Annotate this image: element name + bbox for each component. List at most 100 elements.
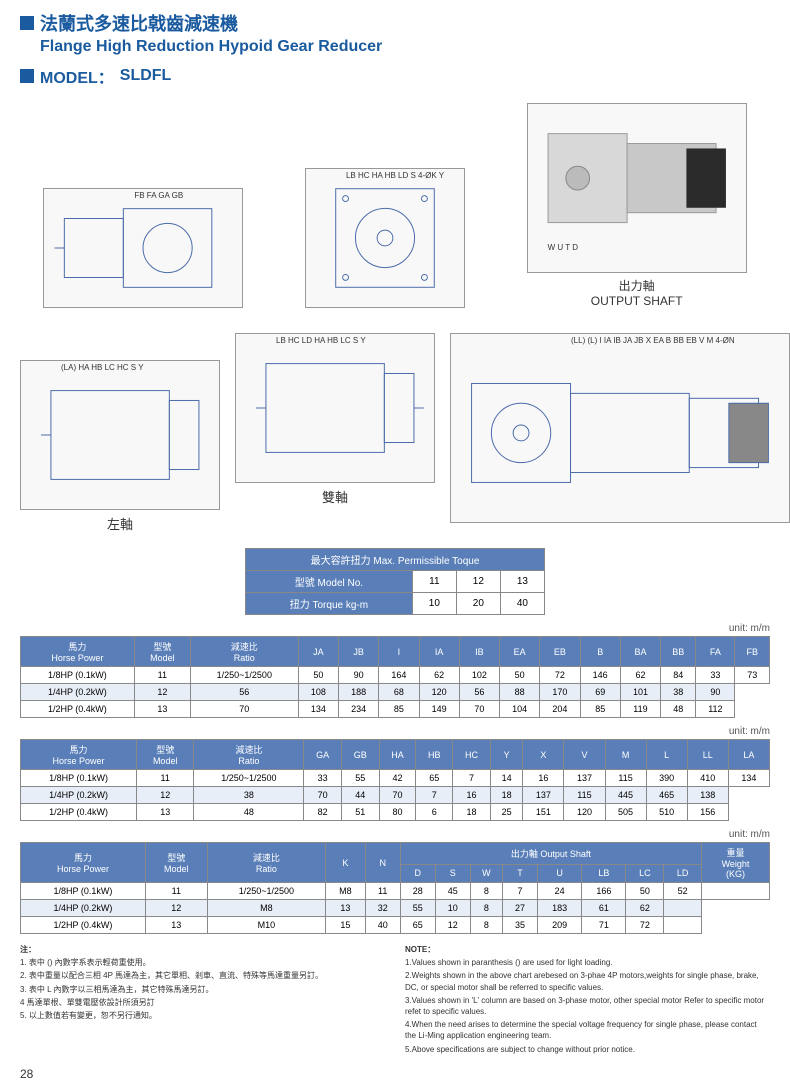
- table-cell: 1/250~1/2500: [190, 667, 298, 684]
- table-cell: 134: [298, 701, 338, 718]
- spec-table-2: 馬力Horse Power型號Model減速比RatioGAGBHAHBHCYX…: [20, 739, 770, 821]
- table-cell: 151: [523, 804, 564, 821]
- table-cell: 12: [145, 900, 207, 917]
- table-cell: 33: [696, 667, 735, 684]
- table-cell: 1/2HP (0.4kW): [21, 804, 137, 821]
- col-header: V: [564, 740, 605, 770]
- col-header: D: [400, 864, 435, 882]
- table-cell: 40: [500, 593, 544, 615]
- table-cell: 137: [564, 770, 605, 787]
- table-cell: 115: [605, 770, 646, 787]
- diagram-left-shaft: (LA) HA HB LC HC S Y: [20, 360, 220, 510]
- table-cell: 80: [379, 804, 416, 821]
- diagram-assembly: (LL) (L) I IA IB JA JB X EA B BB EB V M …: [450, 333, 790, 523]
- table-cell: 61: [582, 900, 626, 917]
- col-header: IA: [419, 637, 459, 667]
- table-cell: M10: [207, 917, 325, 934]
- table-cell: 209: [537, 917, 581, 934]
- col-header: 馬力Horse Power: [21, 740, 137, 770]
- col-header: EA: [500, 637, 540, 667]
- table-cell: 16: [453, 787, 491, 804]
- table-cell: 1/2HP (0.4kW): [21, 917, 146, 934]
- table-cell: 108: [298, 684, 338, 701]
- table-cell: 390: [646, 770, 687, 787]
- table-cell: 65: [400, 917, 435, 934]
- note-item: 5. 以上數值若有變更，恕不另行通知。: [20, 1010, 385, 1021]
- table-cell: 70: [459, 701, 499, 718]
- table-cell: 7: [416, 787, 453, 804]
- bullet-square: [20, 16, 34, 30]
- table-cell: 70: [379, 787, 416, 804]
- table-cell: 11: [365, 883, 400, 900]
- left-shaft-label: 左軸: [20, 514, 220, 533]
- table-cell: 33: [304, 770, 342, 787]
- table-cell: 410: [687, 770, 728, 787]
- table-cell: 11: [134, 667, 190, 684]
- note-item: 2.Weights shown in the above chart arebe…: [405, 970, 770, 992]
- col-header: HC: [453, 740, 491, 770]
- table-cell: 101: [620, 684, 660, 701]
- diagram-side-view: FB FA GA GB: [43, 188, 243, 308]
- col-header: B: [580, 637, 620, 667]
- table-cell: 120: [419, 684, 459, 701]
- table-cell: 13: [145, 917, 207, 934]
- table-cell: 42: [379, 770, 416, 787]
- table-cell: 18: [453, 804, 491, 821]
- table-cell: 12: [435, 917, 470, 934]
- table-cell: [702, 883, 770, 900]
- dim-text: (LA) HA HB LC HC S Y: [61, 363, 144, 372]
- table-cell: 24: [537, 883, 581, 900]
- table-cell: 13: [500, 571, 544, 593]
- table-cell: 65: [416, 770, 453, 787]
- col-header: LB: [582, 864, 626, 882]
- page-number: 28: [20, 1067, 770, 1081]
- table-cell: 50: [298, 667, 338, 684]
- title-chinese: 法蘭式多速比戟齒減速機: [40, 10, 238, 36]
- table-cell: 70: [190, 701, 298, 718]
- table-cell: 10: [435, 900, 470, 917]
- col-header: FB: [735, 637, 770, 667]
- table-cell: 28: [400, 883, 435, 900]
- table-cell: 8: [470, 883, 502, 900]
- table-cell: 170: [540, 684, 580, 701]
- col-header: 減速比Ratio: [207, 843, 325, 883]
- col-header: BA: [620, 637, 660, 667]
- table-cell: 51: [341, 804, 379, 821]
- table-cell: 134: [728, 770, 769, 787]
- table-cell: 7: [453, 770, 491, 787]
- col-header: K: [326, 843, 366, 883]
- table-cell: M8: [207, 900, 325, 917]
- col-header: U: [537, 864, 581, 882]
- output-shaft-en: OUTPUT SHAFT: [591, 294, 683, 308]
- note-item: 4.When the need arises to determine the …: [405, 1019, 770, 1041]
- table-cell: 84: [661, 667, 696, 684]
- note-item: 3. 表中 L 內數字以三相馬達為主，其它特殊馬達另訂。: [20, 984, 385, 995]
- table-cell: 48: [194, 804, 304, 821]
- model-value: SLDFL: [120, 67, 172, 85]
- col-header: LA: [728, 740, 769, 770]
- table-cell: 69: [580, 684, 620, 701]
- col-header: IB: [459, 637, 499, 667]
- table-cell: M8: [326, 883, 366, 900]
- note-item: 5.Above specifications are subject to ch…: [405, 1044, 770, 1055]
- table-cell: 70: [304, 787, 342, 804]
- col-header: LC: [626, 864, 664, 882]
- col-header: T: [502, 864, 537, 882]
- model-label: MODEL：: [40, 64, 114, 88]
- table-cell: 44: [341, 787, 379, 804]
- table-cell: 45: [435, 883, 470, 900]
- double-shaft-label: 雙軸: [235, 487, 435, 506]
- table-cell: 1/4HP (0.2kW): [21, 684, 135, 701]
- table-cell: 90: [338, 667, 378, 684]
- table-cell: [664, 900, 702, 917]
- unit-label: unit: m/m: [20, 623, 770, 634]
- table-cell: 445: [605, 787, 646, 804]
- table-cell: 52: [664, 883, 702, 900]
- table-cell: 1/250~1/2500: [207, 883, 325, 900]
- col-header: W: [470, 864, 502, 882]
- diagram-front-flange: LB HC HA HB LD S 4-ØK Y: [305, 168, 465, 308]
- table-cell: 62: [626, 900, 664, 917]
- note-item: 1. 表中 () 內數字系表示輕荷重使用。: [20, 957, 385, 968]
- col-header: GA: [304, 740, 342, 770]
- table-cell: 20: [456, 593, 500, 615]
